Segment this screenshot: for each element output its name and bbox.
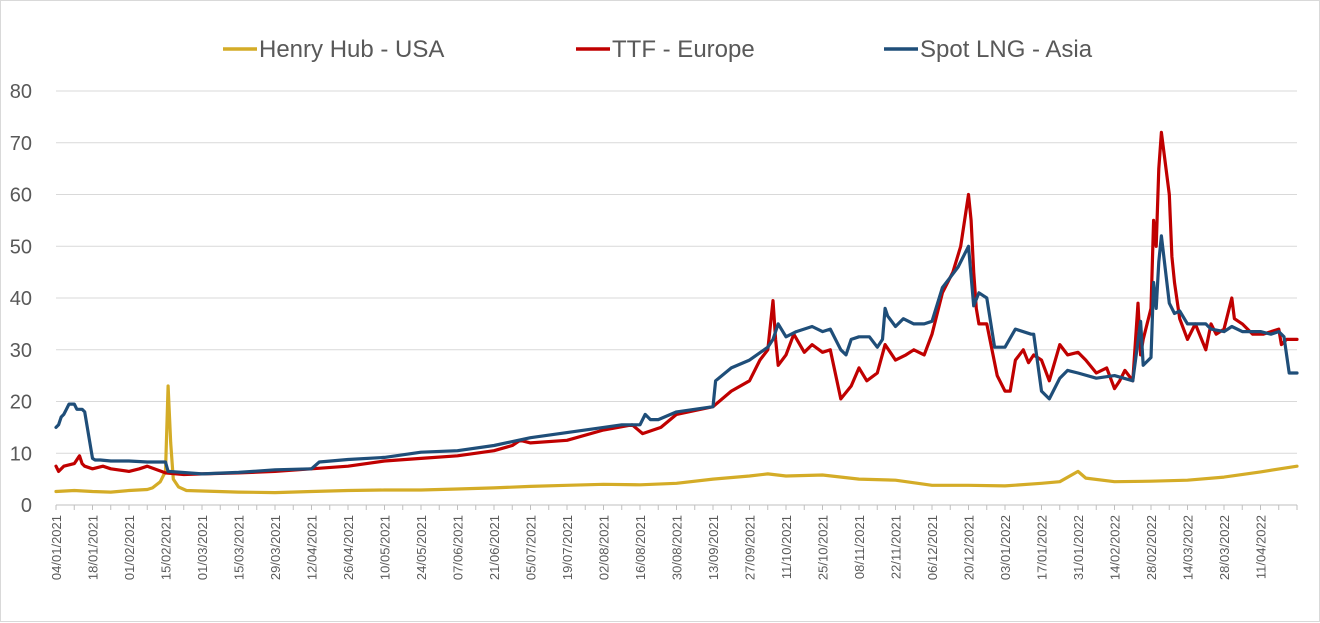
x-tick-label: 20/12/2021 — [962, 515, 977, 580]
axes: 0 10 20 30 40 50 60 70 80 04/01/2021 18/01/2021 01/… — [10, 81, 1298, 580]
y-tick-label: 30 — [10, 340, 32, 362]
x-tick-label: 24/05/2021 — [414, 515, 429, 580]
gridlines — [56, 90, 1297, 454]
x-tick-label: 13/09/2021 — [706, 515, 721, 580]
x-tick-label: 07/06/2021 — [451, 515, 466, 580]
y-tick-label: 10 — [10, 443, 32, 465]
x-tick-label: 22/11/2021 — [889, 515, 904, 579]
y-tick-label: 20 — [10, 392, 32, 414]
x-tick-label: 14/02/2022 — [1108, 515, 1123, 580]
x-tick-label: 05/07/2021 — [524, 515, 539, 580]
x-tick-label: 06/12/2021 — [925, 515, 940, 580]
x-tick-label: 01/02/2021 — [122, 515, 137, 580]
series-line-1 — [54, 130, 1299, 477]
x-tick-label: 25/10/2021 — [816, 515, 831, 580]
legend: Henry Hub - USA TTF - Europe Spot LNG - As… — [223, 36, 1093, 63]
y-tick-label: 70 — [10, 133, 32, 155]
x-tick-label: 04/01/2021 — [49, 515, 64, 580]
x-tick-label: 17/01/2022 — [1035, 515, 1050, 580]
x-tick-label: 15/03/2021 — [232, 515, 247, 580]
x-tick-label: 15/02/2021 — [159, 515, 174, 580]
y-tick-label: 40 — [10, 288, 32, 310]
x-tick-label: 11/10/2021 — [779, 515, 794, 579]
x-tick-label: 16/08/2021 — [633, 515, 648, 580]
x-tick-label: 03/01/2022 — [998, 515, 1013, 580]
x-tick-label: 28/03/2022 — [1217, 515, 1232, 580]
x-tick-label: 18/01/2021 — [86, 515, 101, 580]
x-tick-label: 27/09/2021 — [743, 515, 758, 580]
x-tick-label: 01/03/2021 — [195, 515, 210, 580]
legend-label-0: Henry Hub - USA — [259, 36, 444, 63]
x-tick-label: 10/05/2021 — [378, 515, 393, 580]
series-line-2 — [54, 234, 1299, 476]
y-tick-label: 80 — [10, 81, 32, 103]
x-tick-label: 19/07/2021 — [560, 515, 575, 580]
y-tick-label: 0 — [21, 495, 32, 517]
legend-label-1: TTF - Europe — [612, 36, 755, 63]
x-tick-label: 28/02/2022 — [1144, 515, 1159, 580]
x-tick-label: 30/08/2021 — [670, 515, 685, 580]
x-tick-label: 11/04/2022 — [1254, 515, 1269, 579]
x-tick-label: 21/06/2021 — [487, 515, 502, 580]
x-tick-label: 29/03/2021 — [268, 515, 283, 580]
y-tick-label: 50 — [10, 236, 32, 258]
x-tick-label: 12/04/2021 — [305, 515, 320, 580]
series-lines — [54, 130, 1299, 495]
x-tick-label: 31/01/2022 — [1071, 515, 1086, 580]
x-tick-label: 26/04/2021 — [341, 515, 356, 580]
legend-label-2: Spot LNG - Asia — [920, 36, 1093, 63]
x-tick-label: 08/11/2021 — [852, 515, 867, 579]
x-tick-label: 02/08/2021 — [597, 515, 612, 580]
x-tick-label: 14/03/2022 — [1181, 515, 1196, 580]
y-tick-label: 60 — [10, 185, 32, 207]
